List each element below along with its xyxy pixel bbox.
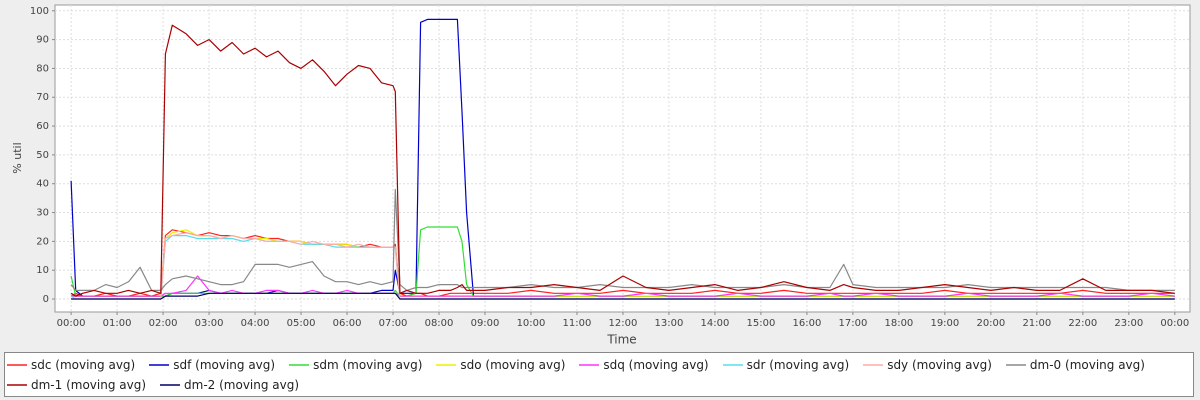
series-line	[70, 188, 1175, 291]
y-tick-label: 10	[36, 265, 49, 276]
y-tick-label: 30	[36, 208, 49, 219]
legend-label: sdc (moving avg)	[31, 358, 136, 372]
y-tick-label: 0	[43, 294, 49, 305]
x-tick-label: 08:00	[425, 318, 454, 329]
series-line	[71, 292, 1175, 300]
legend-label: sdy (moving avg)	[887, 358, 992, 372]
x-tick-label: 10:00	[517, 318, 546, 329]
legend-swatch	[863, 364, 884, 366]
legend-item: dm-0 (moving avg)	[1005, 355, 1145, 375]
x-tick-label: 05:00	[287, 318, 316, 329]
legend-label: dm-2 (moving avg)	[184, 378, 300, 392]
series-line	[70, 24, 1175, 297]
legend-item: dm-1 (moving avg)	[7, 375, 146, 395]
series-line	[71, 275, 1175, 297]
y-tick-label: 40	[36, 179, 49, 190]
x-tick-label: 07:00	[379, 318, 408, 329]
x-tick-label: 12:00	[609, 318, 638, 329]
legend-swatch	[579, 364, 600, 366]
legend-item: sdq (moving avg)	[579, 355, 709, 375]
legend-swatch	[722, 364, 743, 366]
chart: % util Time 0 10 20 30 40 50 60 70 80 90 100 00:00 0…	[11, 4, 1191, 347]
legend-label: dm-1 (moving avg)	[31, 378, 147, 392]
legend-swatch	[149, 364, 170, 366]
x-tick-label: 17:00	[838, 318, 867, 329]
legend-label: dm-0 (moving avg)	[1029, 358, 1145, 372]
x-axis-label: Time	[606, 333, 636, 347]
x-tick-label: 04:00	[241, 318, 270, 329]
legend-label: sdr (moving avg)	[746, 358, 850, 372]
x-tick-label: 06:00	[333, 318, 362, 329]
legend-swatch	[160, 384, 181, 386]
y-axis-label: % util	[11, 142, 24, 173]
x-tick-label: 21:00	[1022, 318, 1051, 329]
y-tick-label: 20	[36, 236, 49, 247]
legend-item: sdm (moving avg)	[289, 355, 422, 375]
y-tick-label: 80	[36, 63, 49, 74]
legend-swatch	[7, 384, 27, 386]
x-tick-label: 22:00	[1068, 318, 1097, 329]
legend-label: sdf (moving avg)	[173, 358, 276, 372]
x-tick-label: 23:00	[1114, 318, 1143, 329]
legend-item: sdc (moving avg)	[7, 355, 135, 375]
x-tick-label: 00:00	[57, 318, 86, 329]
x-tick-label: 16:00	[793, 318, 822, 329]
legend-swatch	[1005, 364, 1026, 366]
legend-label: sdo (moving avg)	[460, 358, 566, 372]
legend-label: sdq (moving avg)	[603, 358, 709, 372]
legend-swatch	[7, 364, 27, 366]
y-tick-label: 70	[36, 92, 49, 103]
x-tick-label: 09:00	[471, 318, 500, 329]
y-tick-label: 100	[30, 6, 49, 17]
x-tick-label: 15:00	[747, 318, 776, 329]
x-tick-label: 00:00	[1160, 318, 1189, 329]
legend-swatch	[436, 364, 457, 366]
x-tick-label: 01:00	[103, 318, 132, 329]
x-tick-label: 14:00	[701, 318, 730, 329]
legend-item: sdo (moving avg)	[436, 355, 565, 375]
legend-item: sdf (moving avg)	[149, 355, 275, 375]
x-tick-label: 19:00	[930, 318, 959, 329]
legend-label: sdm (moving avg)	[313, 358, 423, 372]
x-tick-label: 20:00	[976, 318, 1005, 329]
x-tick-label: 13:00	[655, 318, 684, 329]
y-tick-label: 60	[36, 121, 49, 132]
x-tick-label: 11:00	[563, 318, 592, 329]
y-tick-label: 90	[36, 35, 49, 46]
y-tick-label: 50	[36, 150, 49, 161]
x-tick-label: 03:00	[195, 318, 224, 329]
legend: sdc (moving avg) sdf (moving avg) sdm (mov…	[4, 352, 1194, 397]
x-tick-label: 02:00	[149, 318, 178, 329]
legend-item: dm-2 (moving avg)	[160, 375, 299, 395]
x-tick-label: 18:00	[884, 318, 913, 329]
legend-swatch	[289, 364, 310, 366]
legend-item: sdy (moving avg)	[863, 355, 992, 375]
legend-item: sdr (moving avg)	[722, 355, 850, 375]
